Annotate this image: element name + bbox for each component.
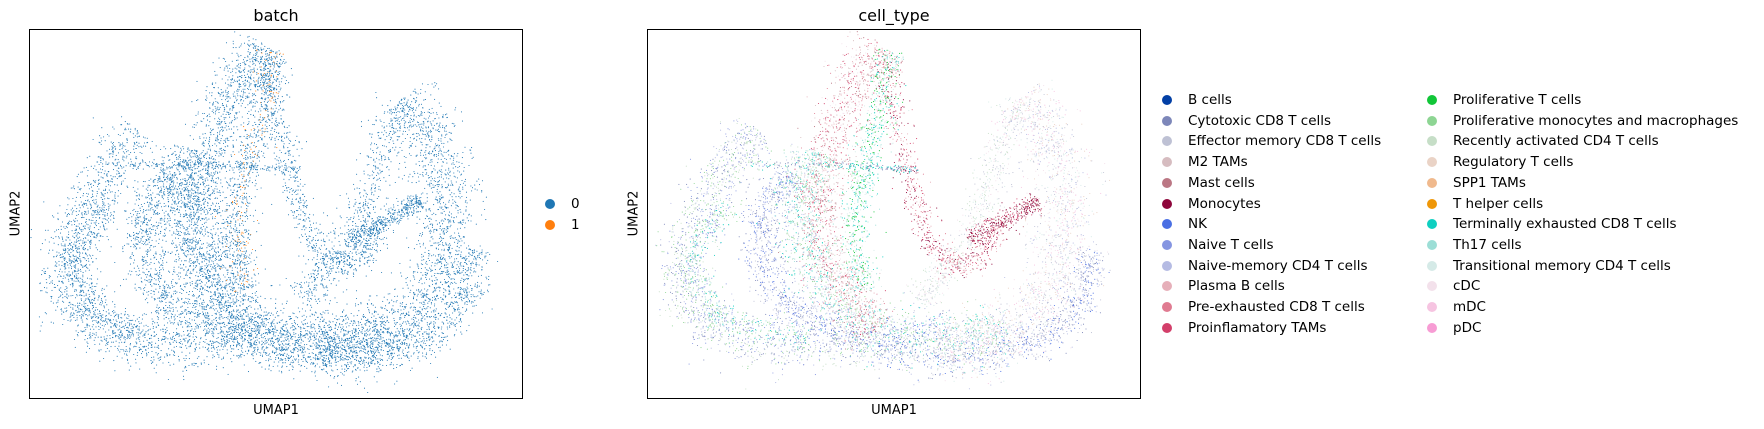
legend-label: mDC xyxy=(1453,299,1486,315)
legend-marker xyxy=(1427,219,1437,230)
legend-label: Monocytes xyxy=(1188,196,1261,212)
legend-marker xyxy=(1162,95,1172,105)
legend-label: Naive-memory CD4 T cells xyxy=(1188,258,1368,274)
cell-type-legend-item: Proinflamatory TAMs xyxy=(1162,320,1326,336)
legend-marker xyxy=(1427,157,1437,168)
legend-marker xyxy=(1162,302,1172,312)
x-axis-label-batch: UMAP1 xyxy=(29,403,523,418)
legend-marker xyxy=(1162,239,1172,250)
cell-type-legend-item: Naive-memory CD4 T cells xyxy=(1162,258,1368,274)
chart-title-batch: batch xyxy=(29,6,523,25)
y-axis-label-batch: UMAP2 xyxy=(9,184,24,244)
legend-marker xyxy=(1162,198,1172,209)
legend-marker xyxy=(1162,115,1172,126)
cell-type-legend-item: Regulatory T cells xyxy=(1427,154,1573,170)
legend-marker xyxy=(545,219,555,230)
legend-label: T helper cells xyxy=(1453,196,1543,212)
legend-marker xyxy=(1427,281,1437,292)
cell-type-legend-item: Naive T cells xyxy=(1162,237,1274,253)
legend-marker xyxy=(1427,302,1437,312)
legend-label: Plasma B cells xyxy=(1188,278,1285,294)
legend-label: pDC xyxy=(1453,320,1481,336)
plot-area-cell-type[interactable] xyxy=(647,29,1141,399)
legend-label: Pre-exhausted CD8 T cells xyxy=(1188,299,1365,315)
scatter-points xyxy=(655,31,1111,390)
cell-type-legend-item: cDC xyxy=(1427,278,1480,294)
cell-type-legend-item: Plasma B cells xyxy=(1162,278,1285,294)
legend-label: Proliferative T cells xyxy=(1453,92,1581,108)
legend-label: NK xyxy=(1188,216,1207,232)
legend-marker xyxy=(545,199,555,209)
legend-label: M2 TAMs xyxy=(1188,154,1248,170)
legend-marker xyxy=(1162,322,1172,333)
legend-label: Recently activated CD4 T cells xyxy=(1453,133,1659,149)
legend-marker xyxy=(1427,322,1437,333)
legend-marker xyxy=(1162,281,1172,292)
legend-label: Th17 cells xyxy=(1453,237,1522,253)
umap-scatter-cell-type xyxy=(655,31,1111,390)
legend-label: Proliferative monocytes and macrophages xyxy=(1453,113,1738,129)
cell-type-legend-item: Effector memory CD8 T cells xyxy=(1162,133,1381,149)
plot-area-batch[interactable] xyxy=(29,29,523,399)
batch-legend-item: 1 xyxy=(545,217,580,233)
legend-marker xyxy=(1427,115,1437,126)
legend-marker xyxy=(1427,239,1437,250)
legend-label: cDC xyxy=(1453,278,1480,294)
legend-label: Mast cells xyxy=(1188,175,1255,191)
legend-marker xyxy=(1162,260,1172,271)
cell-type-legend-item: pDC xyxy=(1427,320,1481,336)
legend-marker xyxy=(1427,260,1437,271)
legend-label: Cytotoxic CD8 T cells xyxy=(1188,113,1331,129)
cell-type-legend-item: T helper cells xyxy=(1427,196,1543,212)
legend-label: Effector memory CD8 T cells xyxy=(1188,133,1381,149)
cell-type-legend-item: Proliferative T cells xyxy=(1427,92,1581,108)
cell-type-legend-item: Proliferative monocytes and macrophages xyxy=(1427,113,1738,129)
cell-type-legend-item: Pre-exhausted CD8 T cells xyxy=(1162,299,1365,315)
scatter-points xyxy=(30,31,499,394)
legend-label: 0 xyxy=(571,196,580,212)
cell-type-legend-item: Cytotoxic CD8 T cells xyxy=(1162,113,1331,129)
legend-marker xyxy=(1162,136,1172,147)
cell-type-legend-item: SPP1 TAMs xyxy=(1427,175,1526,191)
legend-marker xyxy=(1162,157,1172,168)
cell-type-legend-item: NK xyxy=(1162,216,1207,232)
x-axis-label-cell-type: UMAP1 xyxy=(647,403,1141,418)
cell-type-legend-item: mDC xyxy=(1427,299,1486,315)
legend-label: SPP1 TAMs xyxy=(1453,175,1526,191)
cell-type-legend-item: Terminally exhausted CD8 T cells xyxy=(1427,216,1677,232)
cell-type-legend-item: Transitional memory CD4 T cells xyxy=(1427,258,1671,274)
cell-type-legend-item: Mast cells xyxy=(1162,175,1255,191)
umap-scatter-batch xyxy=(30,31,499,394)
legend-label: Naive T cells xyxy=(1188,237,1274,253)
legend-label: Proinflamatory TAMs xyxy=(1188,320,1326,336)
legend-marker xyxy=(1427,198,1437,209)
cell-type-legend-item: Monocytes xyxy=(1162,196,1261,212)
legend-label: Transitional memory CD4 T cells xyxy=(1453,258,1671,274)
cell-type-legend-item: Th17 cells xyxy=(1427,237,1522,253)
chart-title-cell-type: cell_type xyxy=(647,6,1141,25)
legend-marker xyxy=(1427,136,1437,147)
legend-marker xyxy=(1162,177,1172,188)
cell-type-legend-item: B cells xyxy=(1162,92,1232,108)
legend-label: 1 xyxy=(571,217,580,233)
cell-type-legend-item: Recently activated CD4 T cells xyxy=(1427,133,1659,149)
legend-marker xyxy=(1427,177,1437,188)
legend-marker xyxy=(1162,219,1172,230)
legend-label: Terminally exhausted CD8 T cells xyxy=(1453,216,1677,232)
legend-marker xyxy=(1427,95,1437,105)
y-axis-label-cell-type: UMAP2 xyxy=(627,184,642,244)
legend-label: B cells xyxy=(1188,92,1232,108)
legend-label: Regulatory T cells xyxy=(1453,154,1573,170)
batch-legend-item: 0 xyxy=(545,196,580,212)
cell-type-legend-item: M2 TAMs xyxy=(1162,154,1248,170)
